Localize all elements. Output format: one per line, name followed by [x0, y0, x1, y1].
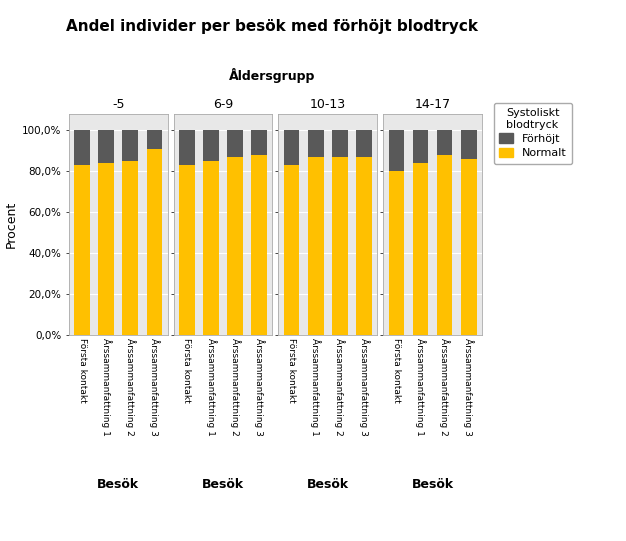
Title: 6-9: 6-9 — [213, 98, 233, 111]
Bar — [284, 130, 299, 165]
Text: Åldersgrupp: Åldersgrupp — [229, 68, 316, 83]
Bar — [437, 130, 453, 155]
Bar — [179, 130, 195, 165]
Bar — [203, 161, 219, 335]
X-axis label: Besök: Besök — [411, 478, 454, 491]
Bar — [252, 155, 267, 335]
Bar — [332, 130, 347, 157]
Y-axis label: Procent: Procent — [4, 201, 18, 248]
Bar — [179, 165, 195, 335]
Bar — [123, 161, 138, 335]
Bar — [461, 130, 476, 159]
Bar — [203, 130, 219, 161]
Bar — [227, 157, 243, 335]
Bar — [252, 130, 267, 155]
Bar — [284, 165, 299, 335]
Bar — [146, 149, 162, 335]
Bar — [308, 157, 324, 335]
Bar — [227, 130, 243, 157]
Bar — [437, 155, 453, 335]
Title: -5: -5 — [112, 98, 125, 111]
X-axis label: Besök: Besök — [97, 478, 140, 491]
Bar — [389, 130, 404, 171]
Bar — [461, 159, 476, 335]
Bar — [98, 130, 114, 163]
Text: Andel individer per besök med förhöjt blodtryck: Andel individer per besök med förhöjt bl… — [66, 19, 478, 34]
Bar — [332, 157, 347, 335]
Bar — [308, 130, 324, 157]
Bar — [356, 157, 372, 335]
Bar — [146, 130, 162, 149]
Title: 14-17: 14-17 — [414, 98, 451, 111]
Bar — [74, 165, 90, 335]
X-axis label: Besök: Besök — [202, 478, 244, 491]
Bar — [413, 163, 428, 335]
Title: 10-13: 10-13 — [310, 98, 346, 111]
Legend: Förhöjt, Normalt: Förhöjt, Normalt — [494, 103, 572, 164]
Bar — [74, 130, 90, 165]
Bar — [98, 163, 114, 335]
Bar — [413, 130, 428, 163]
Bar — [356, 130, 372, 157]
X-axis label: Besök: Besök — [307, 478, 349, 491]
Bar — [123, 130, 138, 161]
Bar — [389, 171, 404, 335]
